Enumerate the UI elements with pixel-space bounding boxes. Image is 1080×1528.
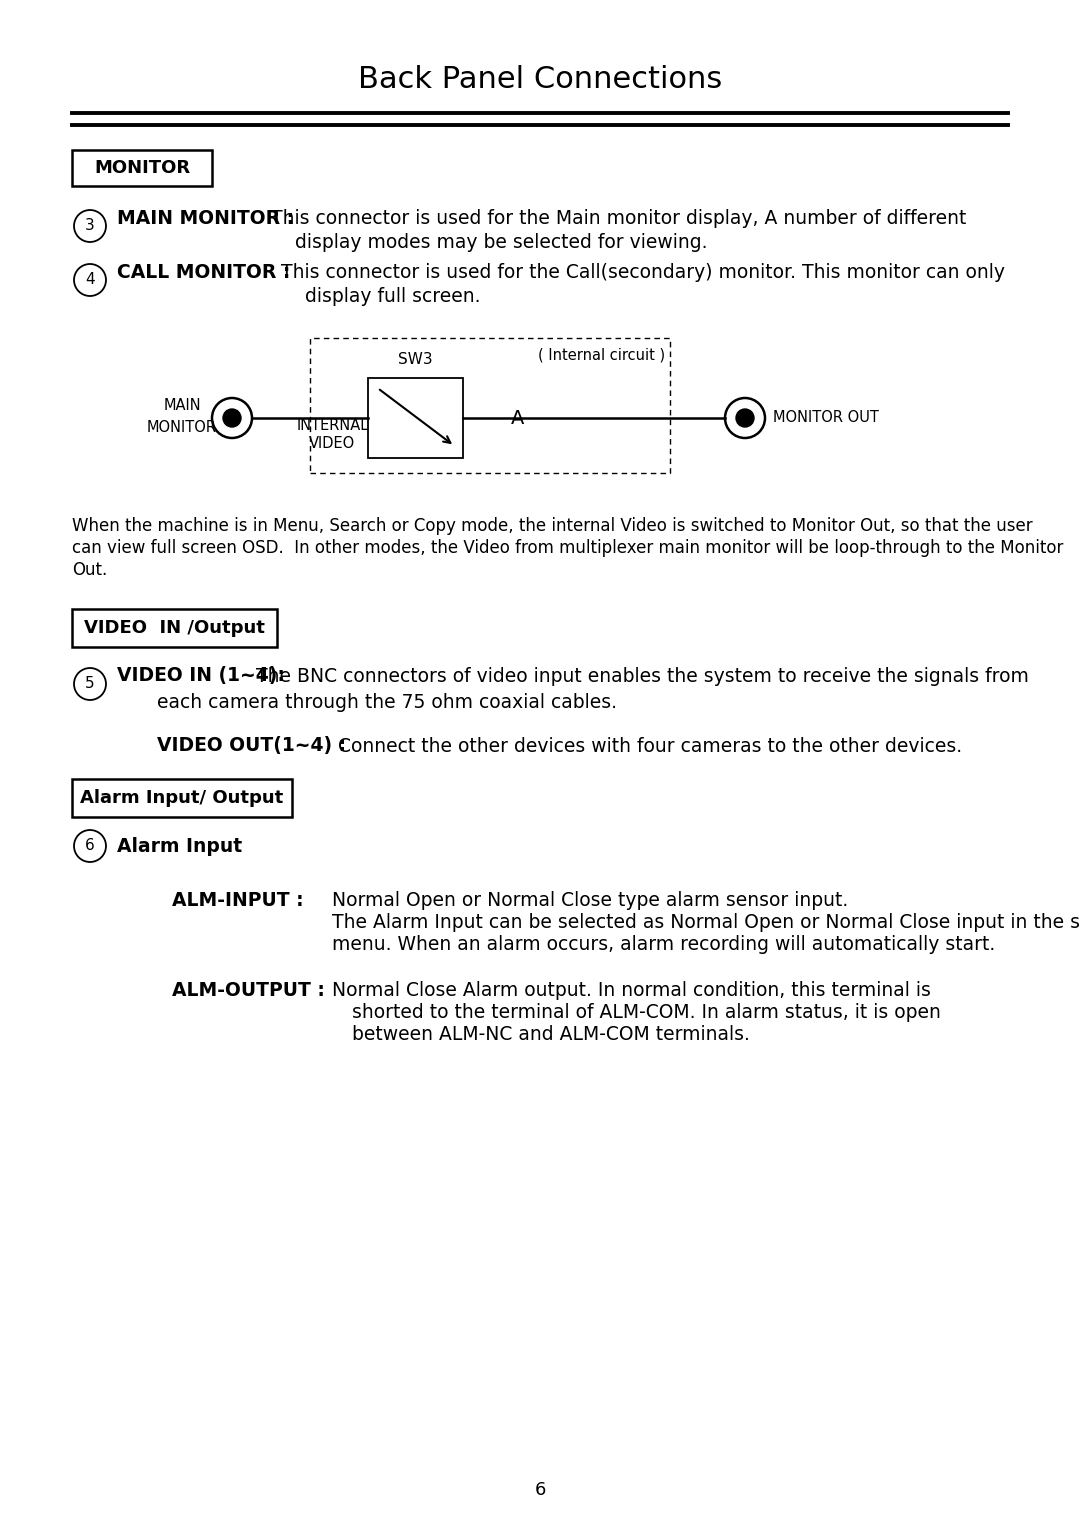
Text: 3: 3	[85, 219, 95, 234]
Text: 6: 6	[85, 839, 95, 854]
Text: 4: 4	[85, 272, 95, 287]
Text: ALM-INPUT :: ALM-INPUT :	[172, 891, 303, 909]
Circle shape	[222, 410, 241, 426]
Text: Back Panel Connections: Back Panel Connections	[357, 66, 723, 95]
Bar	[310, 338, 670, 474]
Text: VIDEO OUT(1~4) :: VIDEO OUT(1~4) :	[157, 736, 346, 755]
Text: menu. When an alarm occurs, alarm recording will automatically start.: menu. When an alarm occurs, alarm record…	[332, 935, 996, 953]
Text: shorted to the terminal of ALM-COM. In alarm status, it is open: shorted to the terminal of ALM-COM. In a…	[352, 1002, 941, 1022]
Text: VIDEO: VIDEO	[309, 437, 355, 451]
Text: between ALM-NC and ALM-COM terminals.: between ALM-NC and ALM-COM terminals.	[352, 1024, 750, 1044]
Text: When the machine is in Menu, Search or Copy mode, the internal Video is switched: When the machine is in Menu, Search or C…	[72, 516, 1032, 535]
Text: ( Internal circuit ): ( Internal circuit )	[538, 348, 665, 364]
Text: A: A	[511, 408, 524, 428]
Text: MONITOR: MONITOR	[94, 159, 190, 177]
Text: CALL MONITOR :: CALL MONITOR :	[117, 263, 291, 281]
Text: 5: 5	[85, 677, 95, 692]
Bar	[72, 779, 292, 817]
Text: MONITOR OUT: MONITOR OUT	[773, 411, 879, 425]
Text: 6: 6	[535, 1481, 545, 1499]
Text: display modes may be selected for viewing.: display modes may be selected for viewin…	[295, 232, 707, 252]
Circle shape	[735, 410, 754, 426]
Text: Connect the other devices with four cameras to the other devices.: Connect the other devices with four came…	[332, 736, 962, 755]
Text: can view full screen OSD.  In other modes, the Video from multiplexer main monit: can view full screen OSD. In other modes…	[72, 539, 1064, 558]
Bar	[72, 610, 276, 646]
Text: ALM-OUTPUT :: ALM-OUTPUT :	[172, 981, 325, 999]
Text: This connector is used for the Main monitor display, A number of different: This connector is used for the Main moni…	[265, 208, 967, 228]
Text: INTERNAL: INTERNAL	[296, 419, 368, 434]
Text: MAIN: MAIN	[163, 399, 201, 414]
Text: SW3: SW3	[397, 353, 432, 368]
Text: Alarm Input: Alarm Input	[117, 836, 242, 856]
Text: The Alarm Input can be selected as Normal Open or Normal Close input in the setu: The Alarm Input can be selected as Norma…	[332, 912, 1080, 932]
Text: Normal Open or Normal Close type alarm sensor input.: Normal Open or Normal Close type alarm s…	[332, 891, 848, 909]
Text: Alarm Input/ Output: Alarm Input/ Output	[80, 788, 284, 807]
Text: MAIN MONITOR :: MAIN MONITOR :	[117, 208, 294, 228]
Text: display full screen.: display full screen.	[305, 287, 481, 306]
Text: each camera through the 75 ohm coaxial cables.: each camera through the 75 ohm coaxial c…	[157, 692, 617, 712]
Text: This connector is used for the Call(secondary) monitor. This monitor can only: This connector is used for the Call(seco…	[275, 263, 1005, 281]
Text: Normal Close Alarm output. In normal condition, this terminal is: Normal Close Alarm output. In normal con…	[332, 981, 931, 999]
Text: MONITOR: MONITOR	[147, 420, 217, 435]
Bar	[367, 377, 462, 458]
Text: The BNC connectors of video input enables the system to receive the signals from: The BNC connectors of video input enable…	[249, 666, 1029, 686]
Text: VIDEO  IN /Output: VIDEO IN /Output	[84, 619, 265, 637]
Bar	[72, 150, 212, 186]
Text: Out.: Out.	[72, 561, 107, 579]
Text: VIDEO IN (1~4):: VIDEO IN (1~4):	[117, 666, 285, 686]
